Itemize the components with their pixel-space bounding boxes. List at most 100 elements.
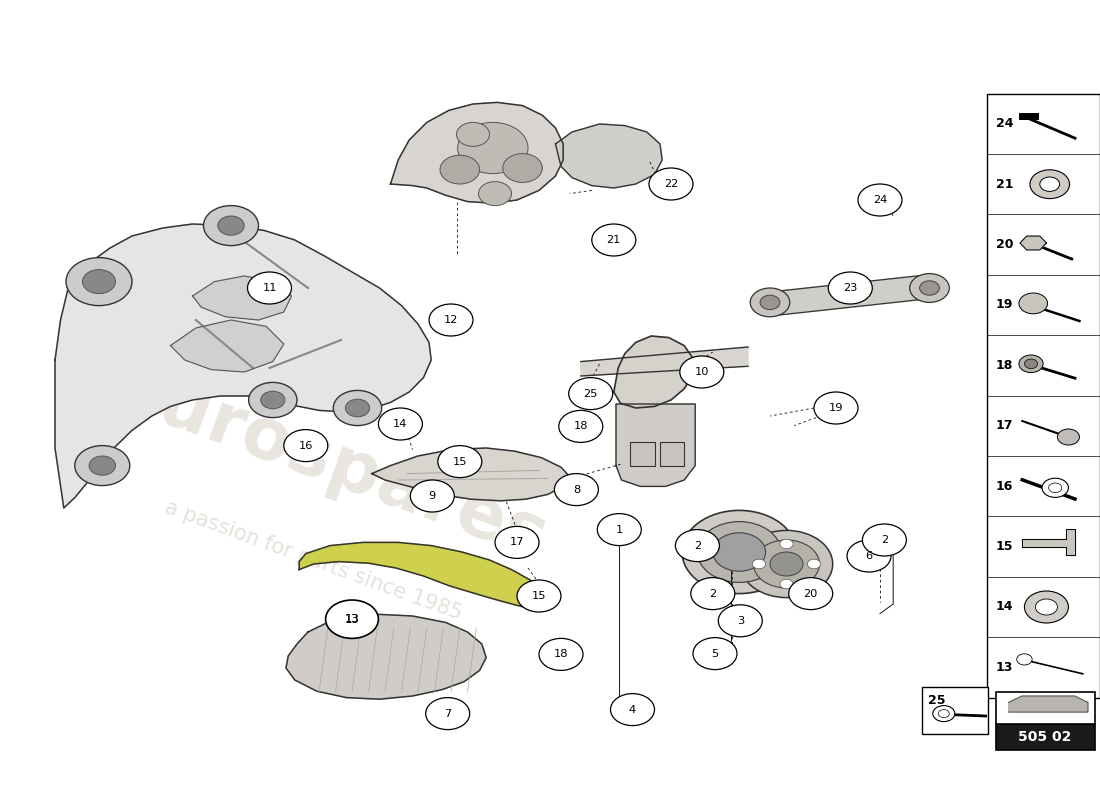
Circle shape — [693, 638, 737, 670]
Circle shape — [770, 552, 803, 576]
Text: 5: 5 — [712, 649, 718, 658]
Text: 15: 15 — [531, 591, 547, 601]
Circle shape — [938, 710, 949, 718]
Text: 7: 7 — [444, 709, 451, 718]
Polygon shape — [1020, 236, 1046, 250]
Circle shape — [718, 605, 762, 637]
Text: 19: 19 — [828, 403, 844, 413]
Text: eurospares: eurospares — [103, 354, 557, 574]
Circle shape — [828, 272, 872, 304]
Circle shape — [218, 216, 244, 235]
Text: 8: 8 — [573, 485, 580, 494]
Text: 4: 4 — [629, 705, 636, 714]
Circle shape — [807, 559, 821, 569]
Bar — [630, 442, 654, 466]
Text: 505 02: 505 02 — [1019, 730, 1071, 744]
Text: 14: 14 — [996, 601, 1013, 614]
Circle shape — [284, 430, 328, 462]
Circle shape — [697, 522, 781, 582]
Circle shape — [1024, 359, 1037, 369]
Text: 18: 18 — [996, 359, 1013, 372]
Polygon shape — [372, 448, 570, 501]
Bar — [996, 724, 1094, 750]
Text: 13: 13 — [344, 613, 360, 626]
Circle shape — [933, 706, 955, 722]
Circle shape — [682, 510, 796, 594]
Circle shape — [261, 391, 285, 409]
Circle shape — [1042, 478, 1068, 498]
Circle shape — [378, 408, 422, 440]
Circle shape — [610, 694, 654, 726]
Text: 1: 1 — [616, 525, 623, 534]
Circle shape — [539, 638, 583, 670]
Circle shape — [1016, 654, 1032, 665]
Text: 6: 6 — [866, 551, 872, 561]
Polygon shape — [616, 404, 695, 486]
Text: 15: 15 — [996, 540, 1013, 553]
Circle shape — [438, 446, 482, 478]
Circle shape — [554, 474, 598, 506]
Circle shape — [910, 274, 949, 302]
Text: 2: 2 — [694, 541, 701, 550]
Bar — [660, 442, 684, 466]
Circle shape — [1019, 355, 1043, 373]
Circle shape — [847, 540, 891, 572]
Circle shape — [249, 382, 297, 418]
Circle shape — [458, 122, 528, 174]
Circle shape — [1019, 293, 1047, 314]
Text: 24: 24 — [996, 118, 1013, 130]
Circle shape — [691, 578, 735, 610]
Text: 16: 16 — [298, 441, 314, 450]
Circle shape — [426, 698, 470, 730]
Text: 17: 17 — [509, 538, 525, 547]
Circle shape — [592, 224, 636, 256]
Polygon shape — [286, 614, 486, 699]
Text: 21: 21 — [996, 178, 1013, 190]
Circle shape — [780, 579, 793, 589]
Circle shape — [429, 304, 473, 336]
Circle shape — [248, 272, 292, 304]
Text: 9: 9 — [429, 491, 436, 501]
Polygon shape — [770, 274, 930, 316]
Circle shape — [649, 168, 693, 200]
Circle shape — [752, 559, 766, 569]
Circle shape — [89, 456, 116, 475]
Circle shape — [1048, 483, 1062, 493]
Circle shape — [1024, 591, 1068, 623]
Bar — [996, 692, 1094, 724]
Circle shape — [517, 580, 561, 612]
Text: 11: 11 — [262, 283, 277, 293]
Circle shape — [1030, 170, 1069, 198]
Circle shape — [559, 410, 603, 442]
Polygon shape — [55, 224, 431, 508]
Text: 11: 11 — [265, 275, 280, 288]
Text: 2: 2 — [881, 535, 888, 545]
Circle shape — [66, 258, 132, 306]
Circle shape — [1057, 429, 1079, 445]
Circle shape — [326, 600, 378, 638]
Text: 15: 15 — [452, 457, 468, 466]
Circle shape — [495, 526, 539, 558]
Circle shape — [569, 378, 613, 410]
Polygon shape — [390, 102, 563, 203]
Circle shape — [740, 530, 833, 598]
Bar — [922, 687, 988, 734]
Polygon shape — [170, 320, 284, 372]
Circle shape — [680, 356, 724, 388]
Text: 17: 17 — [996, 419, 1013, 432]
Text: 18: 18 — [573, 422, 588, 431]
Circle shape — [862, 524, 906, 556]
Text: 21: 21 — [606, 235, 621, 245]
Polygon shape — [1009, 696, 1088, 712]
Circle shape — [1040, 177, 1059, 191]
Circle shape — [333, 390, 382, 426]
Text: 18: 18 — [553, 650, 569, 659]
Text: 14: 14 — [393, 419, 408, 429]
Text: 12: 12 — [443, 315, 459, 325]
Polygon shape — [192, 276, 292, 320]
Circle shape — [789, 578, 833, 610]
Circle shape — [920, 281, 939, 295]
Circle shape — [478, 182, 512, 206]
Text: 23: 23 — [843, 283, 858, 293]
Text: 25: 25 — [583, 389, 598, 398]
